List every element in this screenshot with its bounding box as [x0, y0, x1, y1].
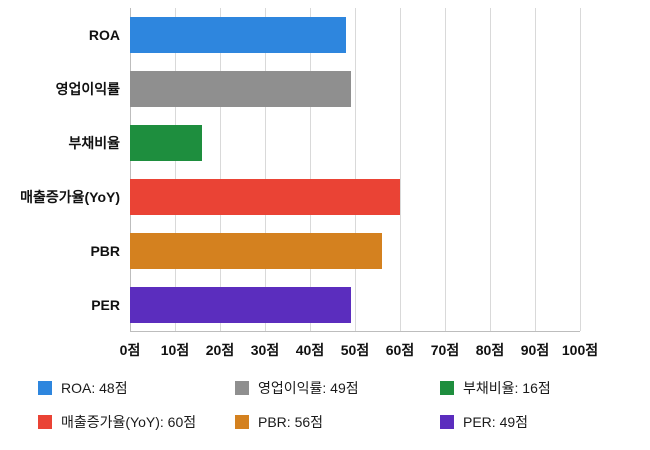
legend-swatch — [38, 381, 52, 395]
x-tick-label: 90점 — [520, 342, 550, 358]
legend-label: PBR: 56점 — [258, 414, 324, 430]
x-tick-label: 100점 — [561, 342, 599, 358]
legend-item: PER: 49점 — [440, 412, 650, 432]
bar-track — [130, 179, 580, 215]
chart-row: PER — [0, 278, 580, 332]
category-label: PER — [91, 297, 120, 313]
bar-track — [130, 17, 580, 53]
gridline — [220, 8, 221, 331]
gridline — [175, 8, 176, 331]
category-label: 매출증가율(YoY) — [20, 189, 120, 205]
x-axis: 0점 10점 20점 30점 40점 50점 60점 70점 80점 90점 100점 — [120, 332, 598, 360]
x-tick-label: 50점 — [340, 342, 370, 358]
gridline — [130, 8, 131, 331]
legend-label: 매출증가율(YoY): 60점 — [61, 414, 197, 430]
gridline — [400, 8, 401, 331]
x-tick-label: 70점 — [430, 342, 460, 358]
x-tick-label: 30점 — [250, 342, 280, 358]
x-tick-label: 80점 — [475, 342, 505, 358]
chart-row: 부채비율 — [0, 116, 580, 170]
legend-swatch — [440, 415, 454, 429]
gridlines — [130, 8, 581, 332]
bar[interactable] — [130, 287, 351, 323]
legend-swatch — [235, 415, 249, 429]
x-tick-label: 60점 — [385, 342, 415, 358]
category-label: 영업이익률 — [55, 81, 120, 97]
legend-item: ROA: 48점 — [38, 378, 235, 398]
legend-item: 매출증가율(YoY): 60점 — [38, 412, 235, 432]
chart-row: PBR — [0, 224, 580, 278]
bar[interactable] — [130, 125, 202, 161]
bar-track — [130, 287, 580, 323]
legend-item: 부채비율: 16점 — [440, 378, 650, 398]
bar-track — [130, 233, 580, 269]
bar[interactable] — [130, 179, 400, 215]
chart-row: ROA — [0, 8, 580, 62]
gridline — [535, 8, 536, 331]
legend-label: 부채비율: 16점 — [463, 380, 551, 396]
x-tick-label: 20점 — [205, 342, 235, 358]
category-label: PBR — [90, 243, 120, 259]
category-label: 부채비율 — [68, 135, 120, 151]
legend-item: 영업이익률: 49점 — [235, 378, 440, 398]
x-tick-label: 0점 — [119, 342, 141, 358]
category-label: ROA — [88, 27, 120, 43]
bar-track — [130, 125, 580, 161]
x-tick-label: 40점 — [295, 342, 325, 358]
legend-label: PER: 49점 — [463, 414, 529, 430]
legend-label: ROA: 48점 — [61, 380, 128, 396]
gridline — [265, 8, 266, 331]
bar[interactable] — [130, 233, 382, 269]
bar[interactable] — [130, 17, 346, 53]
legend-label: 영업이익률: 49점 — [258, 380, 359, 396]
gridline — [445, 8, 446, 331]
legend-swatch — [440, 381, 454, 395]
gridline — [310, 8, 311, 331]
gridline — [355, 8, 356, 331]
bar-track — [130, 71, 580, 107]
gridline — [580, 8, 581, 331]
gridline — [490, 8, 491, 331]
legend-swatch — [235, 381, 249, 395]
legend-swatch — [38, 415, 52, 429]
x-tick-label: 10점 — [160, 342, 190, 358]
bar[interactable] — [130, 71, 351, 107]
chart-row: 매출증가율(YoY) — [0, 170, 580, 224]
chart-row: 영업이익률 — [0, 62, 580, 116]
legend-item: PBR: 56점 — [235, 412, 440, 432]
